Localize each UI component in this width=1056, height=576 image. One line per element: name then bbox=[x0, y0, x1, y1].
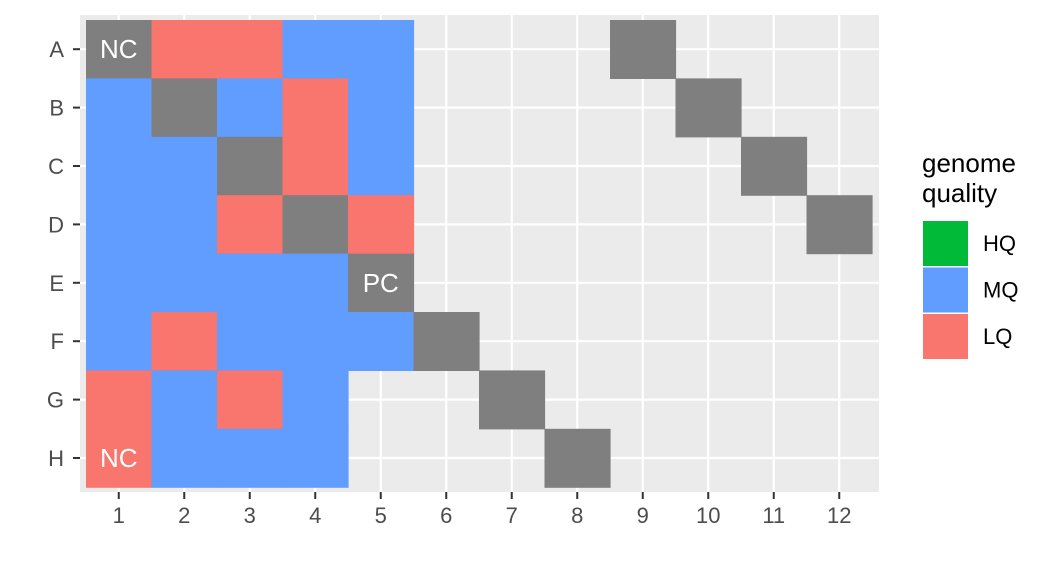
cell-D12 bbox=[806, 195, 873, 255]
x-tick-label-3: 3 bbox=[244, 503, 256, 528]
cell-H4 bbox=[282, 428, 349, 488]
y-tick-label-G: G bbox=[47, 388, 64, 413]
cell-C5 bbox=[348, 136, 415, 196]
x-tick-label-6: 6 bbox=[440, 503, 452, 528]
cell-F2 bbox=[151, 312, 218, 371]
well-label-E5: PC bbox=[363, 268, 399, 298]
legend-label-LQ: LQ bbox=[983, 324, 1012, 349]
y-tick-label-E: E bbox=[49, 271, 64, 296]
x-tick-label-9: 9 bbox=[637, 503, 649, 528]
cell-G2 bbox=[151, 370, 218, 430]
cell-H8 bbox=[544, 428, 611, 488]
cell-F4 bbox=[282, 312, 349, 371]
cell-E2 bbox=[151, 253, 218, 313]
cell-C4 bbox=[282, 136, 349, 196]
cell-A9 bbox=[610, 20, 677, 79]
cell-F5 bbox=[348, 312, 415, 371]
x-tick-label-11: 11 bbox=[762, 503, 785, 528]
legend-label-HQ: HQ bbox=[983, 231, 1016, 256]
cell-A1 bbox=[86, 20, 153, 79]
cell-C3 bbox=[217, 136, 284, 196]
cell-G4 bbox=[282, 370, 349, 430]
cell-C1 bbox=[86, 136, 153, 196]
cell-G3 bbox=[217, 370, 284, 430]
cell-H3 bbox=[217, 428, 284, 488]
plate-cells: NC PC NC bbox=[86, 20, 873, 488]
cell-C2 bbox=[151, 136, 218, 196]
cell-D2 bbox=[151, 195, 218, 255]
legend-label-MQ: MQ bbox=[983, 278, 1018, 303]
cell-B2 bbox=[151, 78, 218, 138]
well-label-H1: NC bbox=[100, 443, 138, 473]
legend-key-LQ bbox=[923, 314, 968, 359]
cell-H2 bbox=[151, 428, 218, 488]
cell-G7 bbox=[479, 370, 546, 430]
x-tick-label-8: 8 bbox=[571, 503, 583, 528]
legend-title-line-1: genome bbox=[922, 148, 1016, 178]
x-tick-label-2: 2 bbox=[178, 503, 190, 528]
x-tick-label-4: 4 bbox=[309, 503, 321, 528]
cell-B3 bbox=[217, 78, 284, 138]
cell-A5 bbox=[348, 20, 415, 79]
cell-B10 bbox=[675, 78, 742, 138]
y-tick-label-A: A bbox=[49, 37, 64, 62]
cell-A4 bbox=[282, 20, 349, 79]
x-tick-label-7: 7 bbox=[506, 503, 518, 528]
y-axis: A B C D E F G H bbox=[47, 37, 80, 471]
x-tick-label-10: 10 bbox=[696, 503, 720, 528]
cell-F1 bbox=[86, 312, 153, 371]
legend: genome quality HQ MQ LQ bbox=[922, 148, 1018, 359]
cell-A3 bbox=[217, 20, 284, 79]
cell-G1 bbox=[86, 370, 153, 430]
legend-title-line-2: quality bbox=[922, 178, 997, 208]
y-tick-label-D: D bbox=[48, 212, 64, 237]
cell-D1 bbox=[86, 195, 153, 255]
cell-E1 bbox=[86, 253, 153, 313]
x-tick-label-5: 5 bbox=[375, 503, 387, 528]
x-tick-label-1: 1 bbox=[113, 503, 125, 528]
cell-H1 bbox=[86, 428, 153, 488]
y-tick-label-H: H bbox=[48, 446, 64, 471]
cell-B4 bbox=[282, 78, 349, 138]
legend-key-HQ bbox=[923, 221, 968, 266]
y-tick-label-F: F bbox=[51, 329, 64, 354]
cell-D5 bbox=[348, 195, 415, 255]
cell-A2 bbox=[151, 20, 218, 79]
y-tick-label-C: C bbox=[48, 154, 64, 179]
cell-C11 bbox=[741, 136, 808, 196]
cell-E4 bbox=[282, 253, 349, 313]
cell-F3 bbox=[217, 312, 284, 371]
cell-E3 bbox=[217, 253, 284, 313]
x-axis: 1 2 3 4 5 6 7 8 9 10 11 12 bbox=[113, 492, 851, 528]
cell-D3 bbox=[217, 195, 284, 255]
well-label-A1: NC bbox=[100, 34, 138, 64]
legend-key-MQ bbox=[923, 267, 968, 313]
cell-F6 bbox=[413, 312, 480, 371]
cell-D4 bbox=[282, 195, 349, 255]
cell-B5 bbox=[348, 78, 415, 138]
cell-B1 bbox=[86, 78, 153, 138]
y-tick-label-B: B bbox=[49, 96, 64, 121]
cell-E5 bbox=[348, 253, 415, 313]
x-tick-label-12: 12 bbox=[827, 503, 851, 528]
